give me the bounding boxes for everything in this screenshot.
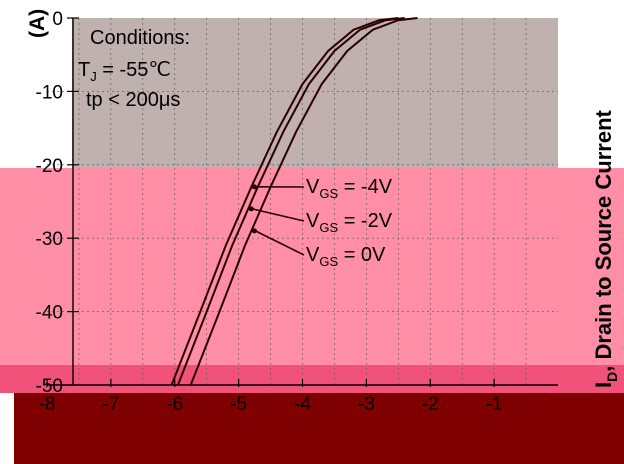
- x-tick-label: -5: [230, 394, 247, 415]
- x-tick-label: -1: [486, 394, 503, 415]
- series-line-2: [189, 17, 418, 386]
- annotations: VGS = -4V VGS = -2V VGS = 0V: [248, 176, 393, 269]
- conditions-box: Conditions: TJ = -55℃ tp < 200μs: [78, 27, 190, 111]
- tj-condition: TJ = -55℃: [78, 59, 171, 84]
- axes: [46, 17, 558, 387]
- upper-panel-background: [72, 18, 558, 168]
- series-label-arrowhead-0: [251, 184, 257, 190]
- y-axis-label: ID, Drain to Source Current: [591, 109, 620, 388]
- series-label-arrowhead-1: [248, 206, 254, 212]
- series-label-0: VGS = -4V: [306, 176, 393, 201]
- x-tick-label: -3: [358, 394, 375, 415]
- series-line-0: [170, 17, 399, 386]
- tp-condition: tp < 200μs: [86, 89, 180, 111]
- conditions-heading: Conditions:: [90, 27, 190, 49]
- series-label-arrow-2: [255, 230, 305, 256]
- y-axis-unit: (A): [26, 9, 49, 38]
- y-tick-label: -40: [36, 303, 63, 324]
- x-tick-label: -4: [294, 394, 311, 415]
- series-label-1: VGS = -2V: [306, 210, 393, 235]
- grid: [47, 18, 558, 385]
- curves: [170, 17, 418, 386]
- plot-background: [0, 168, 624, 365]
- x-tick-label: -7: [102, 394, 119, 415]
- footer-band: [14, 393, 624, 464]
- y-tick-label: -20: [36, 156, 63, 177]
- series-label-arrow-1: [252, 208, 305, 222]
- series-line-1: [176, 17, 405, 386]
- bottom-strip: [0, 365, 624, 393]
- y-tick-label: -50: [36, 376, 63, 397]
- y-tick-label: 0: [52, 9, 63, 30]
- x-tick-label: -8: [39, 394, 56, 415]
- tick-labels: 0 -10 -20 -30 -40 -50-8 -7 -6 -5 -4 -3 -2 -1: [36, 9, 503, 415]
- x-tick-label: -2: [422, 394, 439, 415]
- y-tick-label: -10: [36, 82, 63, 103]
- series-label-arrowhead-2: [251, 228, 257, 234]
- x-tick-label: -6: [166, 394, 183, 415]
- series-label-2: VGS = 0V: [306, 244, 386, 269]
- top-left-cutout: [0, 0, 72, 40]
- y-tick-label: -30: [36, 229, 63, 250]
